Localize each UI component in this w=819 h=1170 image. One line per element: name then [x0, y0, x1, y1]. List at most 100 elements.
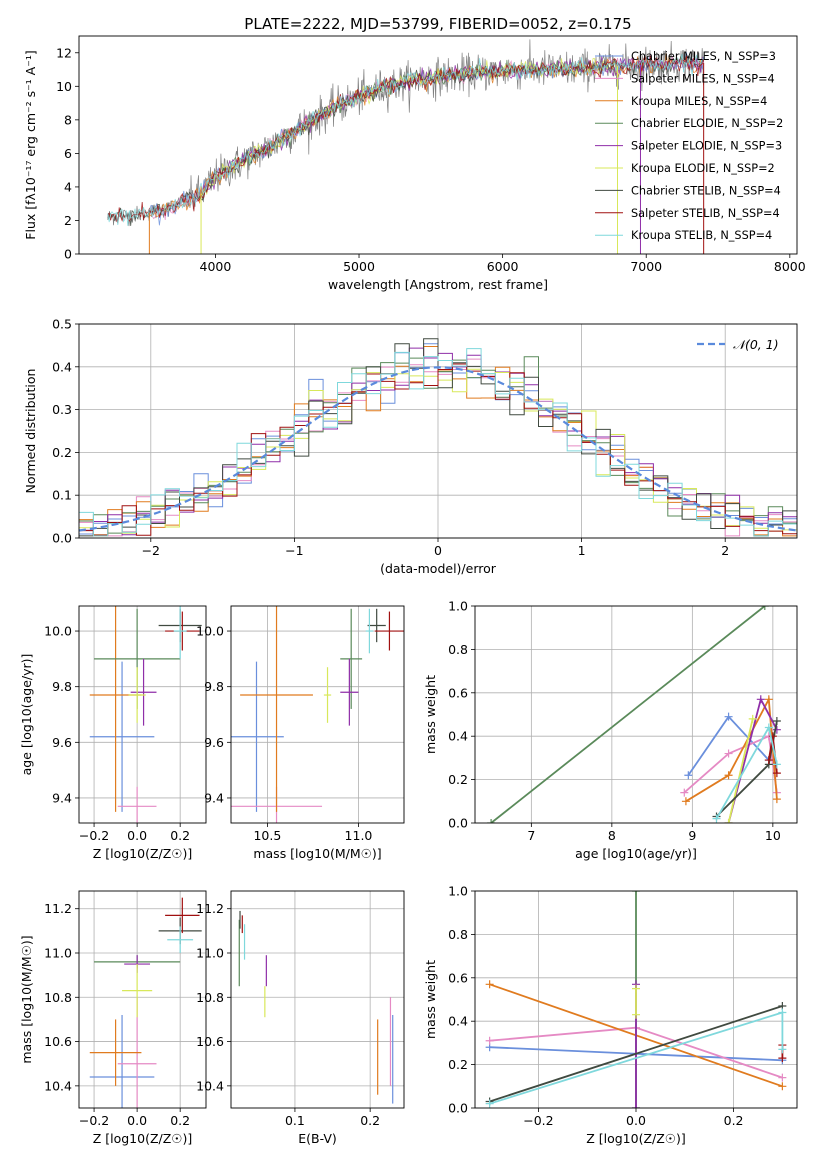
series-marker — [772, 769, 781, 778]
series-marker — [764, 756, 773, 765]
x-tick-label: −2 — [142, 543, 160, 558]
model-spectrum-kroupa-stelib — [107, 53, 704, 226]
residuals-panel: −2 −1 0 1 2 0.0 0.1 0.2 0.3 0.4 0.5 (data-model)/er… — [23, 317, 798, 576]
legend-label: Chabrier MILES, N_SSP=3 — [631, 50, 776, 63]
data-point — [89, 661, 155, 812]
series-marker — [684, 771, 693, 780]
data-point — [340, 658, 359, 726]
axes-frame — [78, 323, 798, 539]
x-tick-label: 2 — [721, 543, 729, 558]
series-marker — [778, 1008, 787, 1017]
data-point — [374, 611, 404, 651]
y-tick-label: 0.0 — [52, 531, 72, 546]
residual-histogram-salpeter-stelib — [79, 363, 797, 536]
y-tick-label: 0 — [64, 247, 72, 262]
y-tick-label: 10.4 — [44, 1078, 72, 1093]
legend-label: 𝒩(0, 1) — [733, 337, 779, 352]
y-tick-label: 8 — [64, 112, 72, 127]
data-point — [122, 964, 153, 1018]
series-marker — [712, 814, 721, 823]
x-tick-label: −0.2 — [79, 1113, 109, 1128]
y-tick-label: 0.6 — [448, 970, 468, 985]
legend-label: Salpeter MILES, N_SSP=4 — [631, 72, 775, 85]
y-tick-label: 0.3 — [52, 402, 72, 417]
axes-frame — [474, 605, 798, 824]
data-point — [128, 667, 146, 723]
series-marker — [748, 714, 757, 723]
legend-label: Kroupa STELIB, N_SSP=4 — [631, 229, 772, 242]
x-axis-label: wavelength [Angstrom, rest frame] — [328, 277, 548, 292]
figure-title: PLATE=2222, MJD=53799, FIBERID=0052, z=0… — [244, 15, 631, 33]
y-tick-label: 2 — [64, 213, 72, 228]
series-marker — [485, 1099, 494, 1108]
x-tick-label: 10 — [765, 828, 781, 843]
y-tick-label: 0.0 — [448, 816, 468, 831]
y-tick-label: 0.2 — [448, 1057, 468, 1072]
y-tick-label: 10.8 — [196, 990, 224, 1005]
y-tick-label: 9.6 — [204, 735, 224, 750]
series-marker — [778, 1045, 787, 1054]
y-tick-label: 9.4 — [204, 790, 224, 805]
series-marker — [485, 980, 494, 989]
series-marker — [724, 749, 733, 758]
x-axis-label: Z [log10(Z/Z☉)] — [586, 1131, 686, 1146]
axes-frame — [230, 890, 405, 1109]
series-marker — [632, 984, 640, 993]
data-point — [173, 606, 187, 659]
x-tick-label: 0.2 — [360, 1113, 380, 1128]
y-tick-label: 0.5 — [52, 317, 72, 332]
x-tick-label: 7 — [527, 828, 535, 843]
series-line-chabrier-stelib — [489, 1005, 783, 1103]
x-tick-label: −0.2 — [79, 828, 109, 843]
series-line-salpeter-miles — [683, 734, 778, 794]
y-axis-label: age [log10(age/yr)] — [19, 654, 34, 776]
x-tick-label: 6000 — [487, 259, 519, 274]
data-point — [323, 667, 332, 723]
y-tick-label: 12 — [56, 45, 72, 60]
y-tick-label: 10.0 — [196, 624, 224, 639]
legend-label: Kroupa MILES, N_SSP=4 — [631, 95, 767, 108]
x-tick-label: 5000 — [343, 259, 375, 274]
mass-vs-metallicity-panel: −0.2 0.0 0.2 10.4 10.6 10.8 11.0 11.2 Z [log10(Z… — [19, 890, 207, 1146]
data-point — [231, 661, 284, 812]
series-line-chabrier-elodie — [490, 606, 766, 823]
x-tick-label: 8000 — [774, 259, 806, 274]
y-tick-label: 0.4 — [52, 359, 72, 374]
y-tick-label: 9.8 — [204, 679, 224, 694]
y-tick-label: 0.1 — [52, 488, 72, 503]
axes-frame — [474, 890, 798, 1109]
y-axis-label: Flux [fλ10⁻¹⁷ erg cm⁻² s⁻¹ A⁻¹] — [23, 50, 38, 239]
gaussian-curve — [78, 366, 798, 532]
y-tick-label: 11.2 — [196, 901, 224, 916]
y-tick-label: 11.0 — [196, 946, 224, 961]
age-vs-mass-panel: 10.5 11.0 9.4 9.6 9.8 10.0 mass [log10(M/M☉)] — [196, 605, 405, 861]
massweight-vs-age-panel: 7 8 9 10 0.0 0.2 0.4 0.6 0.8 1.0 age [log10(age/yr… — [423, 599, 798, 861]
y-tick-label: 11.0 — [44, 946, 72, 961]
series-marker — [632, 1104, 640, 1108]
residual-histogram-kroupa-stelib — [79, 348, 797, 537]
series-marker — [632, 1010, 640, 1019]
series-marker — [772, 717, 781, 726]
series-marker — [724, 819, 733, 823]
legend-label: Kroupa ELODIE, N_SSP=2 — [631, 162, 775, 175]
data-point — [167, 926, 194, 953]
x-tick-label: 0.0 — [127, 1113, 147, 1128]
y-tick-label: 1.0 — [448, 884, 468, 899]
y-tick-label: 0.8 — [448, 927, 468, 942]
x-tick-label: 0.1 — [285, 1113, 305, 1128]
y-tick-label: 10.8 — [44, 990, 72, 1005]
mass-vs-extinction-panel: 0.1 0.2 10.4 10.6 10.8 11.0 11.2 E(B-V) — [196, 890, 405, 1146]
series-line-kroupa-elodie — [727, 718, 754, 823]
age-vs-metallicity-panel: −0.2 0.0 0.2 9.4 9.6 9.8 10.0 Z [log10(Z/Z☉)] ag… — [19, 605, 207, 861]
axes-frame — [78, 890, 207, 1109]
y-tick-label: 9.8 — [52, 679, 72, 694]
axes-frame — [230, 605, 405, 824]
data-point — [130, 658, 157, 726]
model-spectrum-salpeter-elodie — [200, 56, 705, 196]
series-marker — [772, 795, 781, 804]
y-axis-label: mass weight — [423, 960, 438, 1039]
series-line-kroupa-miles — [685, 696, 778, 803]
data-point — [89, 1019, 142, 1086]
series-marker — [724, 771, 733, 780]
data-point — [367, 608, 386, 643]
